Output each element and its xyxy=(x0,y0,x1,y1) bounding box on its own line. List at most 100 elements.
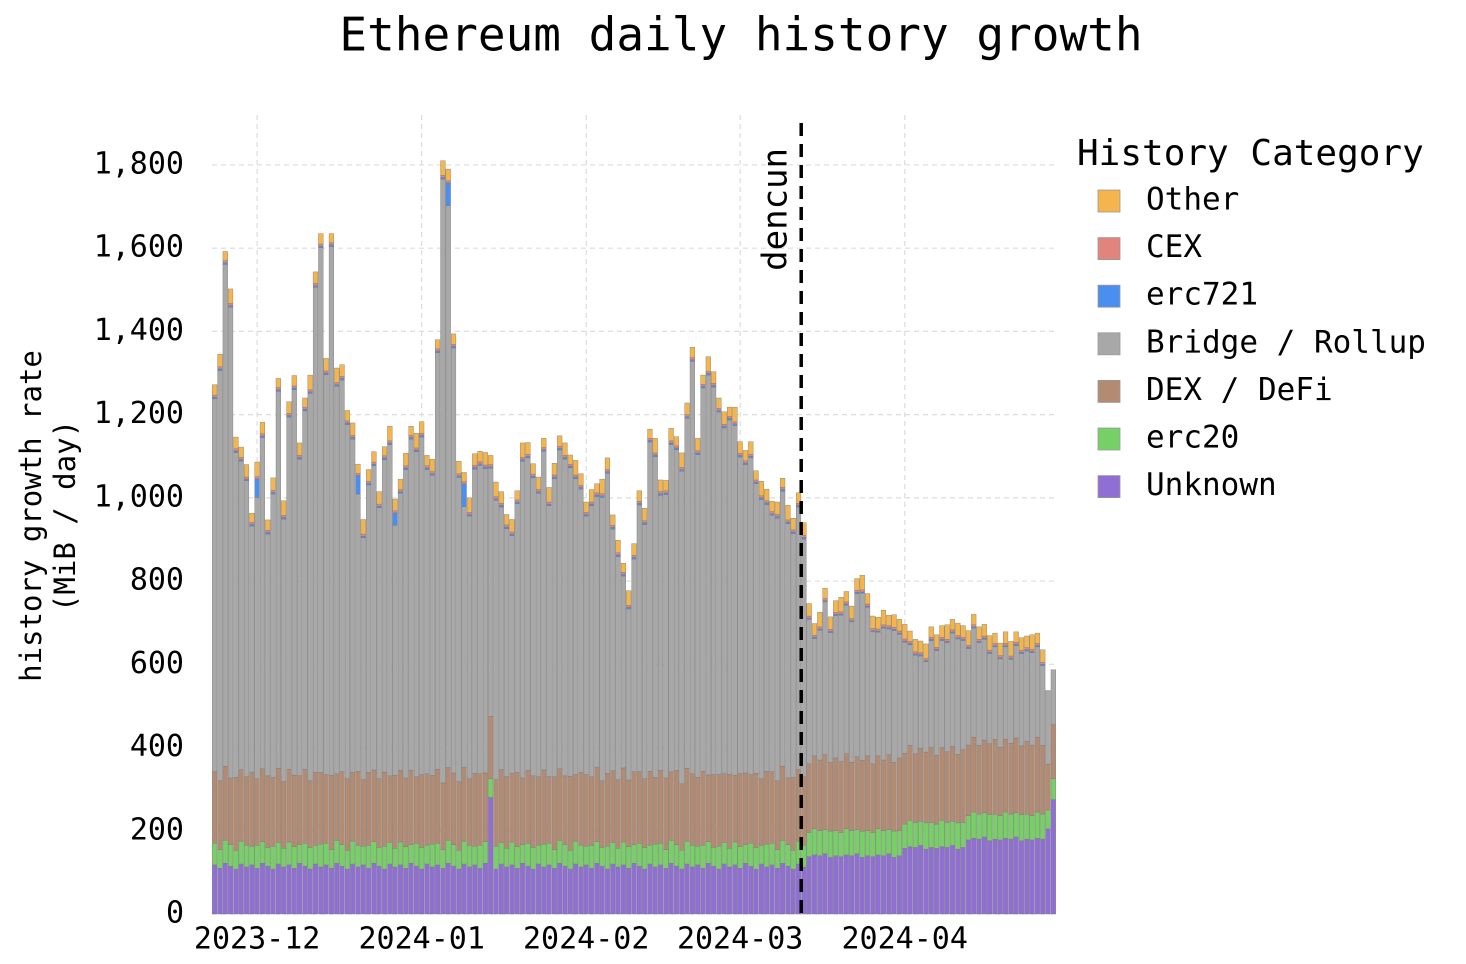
bar-segment xyxy=(504,526,510,529)
bar-segment xyxy=(833,830,839,856)
bar-segment xyxy=(923,822,929,850)
bar-segment xyxy=(557,448,563,451)
bar-segment xyxy=(477,451,483,462)
bar-segment xyxy=(567,776,573,851)
bar-segment xyxy=(854,593,860,757)
bar-segment xyxy=(275,768,281,843)
bar-segment xyxy=(610,525,616,528)
bar-segment xyxy=(397,493,403,771)
bar-segment xyxy=(217,366,223,370)
bar-segment xyxy=(721,773,727,843)
bar-segment xyxy=(939,820,945,847)
bar-segment xyxy=(1008,659,1014,744)
bar-segment xyxy=(721,842,727,865)
bar-segment xyxy=(435,864,441,915)
bar-segment xyxy=(392,848,398,868)
bar-segment xyxy=(307,780,313,848)
bar-segment xyxy=(461,472,467,482)
bar-segment xyxy=(657,770,664,844)
bar-segment xyxy=(419,868,425,915)
bar-segment xyxy=(567,466,573,469)
bar-segment xyxy=(700,771,706,846)
bar-segment xyxy=(228,288,234,304)
bar-segment xyxy=(663,492,669,495)
bar-segment xyxy=(419,774,425,848)
bar-segment xyxy=(604,471,611,474)
bar-segment xyxy=(450,772,457,845)
bar-segment xyxy=(360,864,366,915)
bar-segment xyxy=(705,863,711,915)
bar-segment xyxy=(530,473,536,477)
bar-segment xyxy=(302,865,308,915)
bar-segment xyxy=(1029,649,1035,652)
bar-segment xyxy=(573,840,579,865)
bar-segment xyxy=(339,378,345,381)
bar-segment xyxy=(594,492,600,496)
bar-segment xyxy=(297,455,303,458)
bar-segment xyxy=(519,457,526,460)
bar-segment xyxy=(822,601,828,755)
legend-label: CEX xyxy=(1146,229,1202,265)
bar-segment xyxy=(461,766,467,842)
bar-segment xyxy=(435,348,441,352)
bar-segment xyxy=(435,352,441,770)
bar-segment xyxy=(461,506,467,768)
bar-segment xyxy=(811,828,818,856)
bar-segment xyxy=(896,855,902,915)
bar-segment xyxy=(212,843,218,866)
bar-segment xyxy=(456,850,462,870)
bar-segment xyxy=(854,578,860,591)
bar-segment xyxy=(668,840,674,864)
bar-segment xyxy=(318,233,324,245)
bar-segment xyxy=(588,868,595,915)
bar-segment xyxy=(849,621,855,763)
bar-segment xyxy=(238,459,244,462)
y-tick-label: 200 xyxy=(130,812,184,847)
bar-segment xyxy=(281,866,287,915)
bar-segment xyxy=(992,646,998,740)
bar-segment xyxy=(413,447,419,451)
bar-segment xyxy=(318,866,324,915)
bar-segment xyxy=(493,481,499,497)
bar-segment xyxy=(748,457,754,775)
bar-segment xyxy=(737,868,743,915)
bar-segment xyxy=(397,841,403,866)
event-label: dencun xyxy=(756,148,796,271)
legend-label: Bridge / Rollup xyxy=(1146,324,1426,360)
bar-segment xyxy=(981,635,987,639)
bar-segment xyxy=(610,842,616,865)
bar-segment xyxy=(806,856,812,915)
bar-segment xyxy=(254,478,260,498)
bar-segment xyxy=(875,854,881,915)
bar-segment xyxy=(1040,838,1046,915)
bar-segment xyxy=(1018,653,1025,747)
bar-segment xyxy=(785,844,791,867)
bar-segment xyxy=(440,782,446,850)
bar-segment xyxy=(944,624,950,640)
bar-segment xyxy=(1024,647,1030,650)
y-tick-label: 0 xyxy=(166,896,184,931)
bar-segment xyxy=(923,751,929,824)
bar-segment xyxy=(334,840,340,864)
bar-segment xyxy=(360,779,366,847)
bar-segment xyxy=(626,607,632,610)
bar-segment xyxy=(737,453,743,456)
bar-segment xyxy=(758,778,764,846)
bar-segment xyxy=(859,830,865,858)
bar-segment xyxy=(652,777,658,845)
bar-segment xyxy=(1040,813,1046,840)
bar-segment xyxy=(334,382,340,385)
bar-segment xyxy=(806,763,812,833)
bar-segment xyxy=(928,747,934,823)
bar-segment xyxy=(918,652,924,655)
bar-segment xyxy=(753,481,759,484)
bar-segment xyxy=(679,850,685,870)
bar-segment xyxy=(987,635,993,651)
bar-segment xyxy=(705,356,711,372)
bar-segment xyxy=(323,864,329,915)
bar-segment xyxy=(604,457,611,470)
bar-segment xyxy=(371,461,377,465)
bar-segment xyxy=(344,410,350,422)
bar-segment xyxy=(971,614,977,625)
bar-segment xyxy=(843,601,849,605)
